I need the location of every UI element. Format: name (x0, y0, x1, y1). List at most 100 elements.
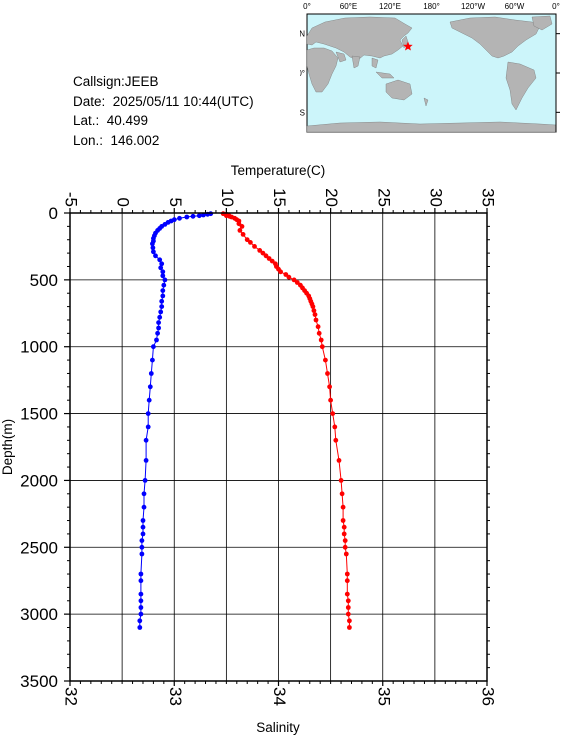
salinity-point (344, 571, 350, 577)
temperature-axis: -5 0 5 10 15 20 25 30 35 (62, 188, 498, 213)
temperature-point (150, 245, 156, 251)
salinity-point (286, 274, 292, 280)
salinity-tick-label: 36 (479, 687, 498, 706)
salinity-point (323, 357, 328, 363)
temperature-point (159, 304, 165, 309)
salinity-point (345, 611, 351, 617)
salinity-point (269, 258, 275, 264)
salinity-point (341, 524, 347, 530)
salinity-point (260, 250, 266, 256)
temperature-point (158, 265, 164, 271)
salinity-point (343, 551, 349, 557)
salinity-point (328, 397, 333, 403)
salinity-point (252, 244, 257, 249)
salinity-point (345, 605, 351, 610)
salinity-point (347, 625, 352, 630)
temperature-point (190, 213, 196, 219)
salinity-point (248, 240, 253, 245)
map-lon-label: 120°W (461, 2, 486, 11)
temperature-point (145, 424, 151, 430)
salinity-point (294, 280, 300, 285)
salinity-point (338, 478, 344, 483)
map-lat-label: 0° (300, 69, 305, 78)
salinity-point (236, 221, 242, 227)
map-lat-label: 60°N (300, 30, 305, 39)
location-map: 0° 60°E 120°E 180° 120°W 60°W 0° 60°N 0° 60°S (300, 2, 560, 133)
station-info: Callsign:JEEB Date: 2025/05/11 10:44(UTC… (73, 72, 254, 150)
salinity-point (336, 458, 342, 463)
date-label: Date: 2025/05/11 10:44(UTC) (73, 93, 254, 109)
map-land (306, 15, 557, 133)
temperature-point (151, 344, 156, 350)
temperature-point (162, 277, 168, 283)
temperature-tick-label: 0 (114, 198, 133, 207)
temperature-point (140, 531, 146, 537)
salinity-point (278, 269, 283, 275)
temperature-tick-label: -5 (62, 192, 81, 207)
salinity-point (347, 618, 352, 624)
temperature-point (138, 578, 144, 584)
map-lon-label: 0° (552, 2, 560, 11)
depth-tick-label: 2000 (20, 471, 58, 490)
salinity-point (316, 330, 322, 336)
temperature-point (141, 504, 147, 510)
depth-tick-label: 1500 (20, 405, 58, 424)
salinity-point (327, 384, 332, 390)
depth-tick-label: 3000 (20, 605, 58, 624)
salinity-tick-label: 34 (270, 687, 289, 706)
depth-tick-label: 3500 (20, 672, 58, 691)
temperature-tick-label: 15 (270, 188, 289, 207)
salinity-point (342, 538, 348, 543)
salinity-point (263, 253, 269, 259)
depth-tick-label: 0 (49, 204, 58, 223)
temperature-point (160, 273, 166, 279)
bottom-axis-title: Salinity (256, 720, 300, 735)
map-lon-label: 120°E (379, 2, 401, 11)
temperature-point (138, 591, 144, 597)
salinity-point (239, 224, 245, 229)
temperature-point (139, 551, 145, 557)
salinity-point (240, 232, 246, 237)
callsign-label: Callsign:JEEB (73, 74, 159, 89)
temperature-point (148, 371, 154, 376)
salinity-point (342, 544, 348, 550)
temperature-point (154, 337, 159, 343)
temperature-point (158, 309, 164, 315)
salinity-point (330, 411, 336, 416)
salinity-point (315, 324, 321, 330)
map-lat-label: 60°S (300, 108, 305, 117)
chart-grid (70, 213, 487, 681)
salinity-point (237, 228, 243, 233)
temperature-tick-label: 30 (426, 188, 445, 207)
temperature-point (145, 411, 151, 416)
map-lon-label: 60°W (505, 2, 525, 11)
map-longitude-labels: 0° 60°E 120°E 180° 120°W 60°W 0° (303, 2, 560, 11)
salinity-axis: 32 33 34 35 36 (62, 681, 498, 706)
salinity-point (340, 504, 346, 510)
temperature-point (160, 293, 166, 299)
salinity-point (340, 518, 346, 523)
temperature-point (184, 214, 190, 220)
temperature-point (201, 212, 206, 218)
temperature-point (155, 330, 161, 336)
top-axis-title: Temperature(C) (231, 163, 326, 178)
salinity-point (319, 344, 325, 350)
temperature-point (138, 611, 144, 617)
temperature-point (146, 397, 152, 403)
temperature-point (142, 478, 148, 483)
temperature-tick-label: 25 (374, 188, 393, 207)
temperature-point (143, 458, 149, 463)
y-axis-title: Depth(m) (0, 419, 15, 475)
salinity-point (283, 272, 289, 277)
salinity-point (339, 491, 345, 497)
station-star (403, 41, 413, 51)
salinity-point (291, 277, 297, 283)
temperature-point (141, 491, 147, 497)
salinity-point (310, 304, 316, 309)
salinity-point (311, 308, 317, 313)
temperature-point (160, 269, 166, 275)
temperature-point (159, 261, 165, 267)
temperature-point (138, 598, 144, 604)
salinity-tick-label: 35 (374, 687, 393, 706)
